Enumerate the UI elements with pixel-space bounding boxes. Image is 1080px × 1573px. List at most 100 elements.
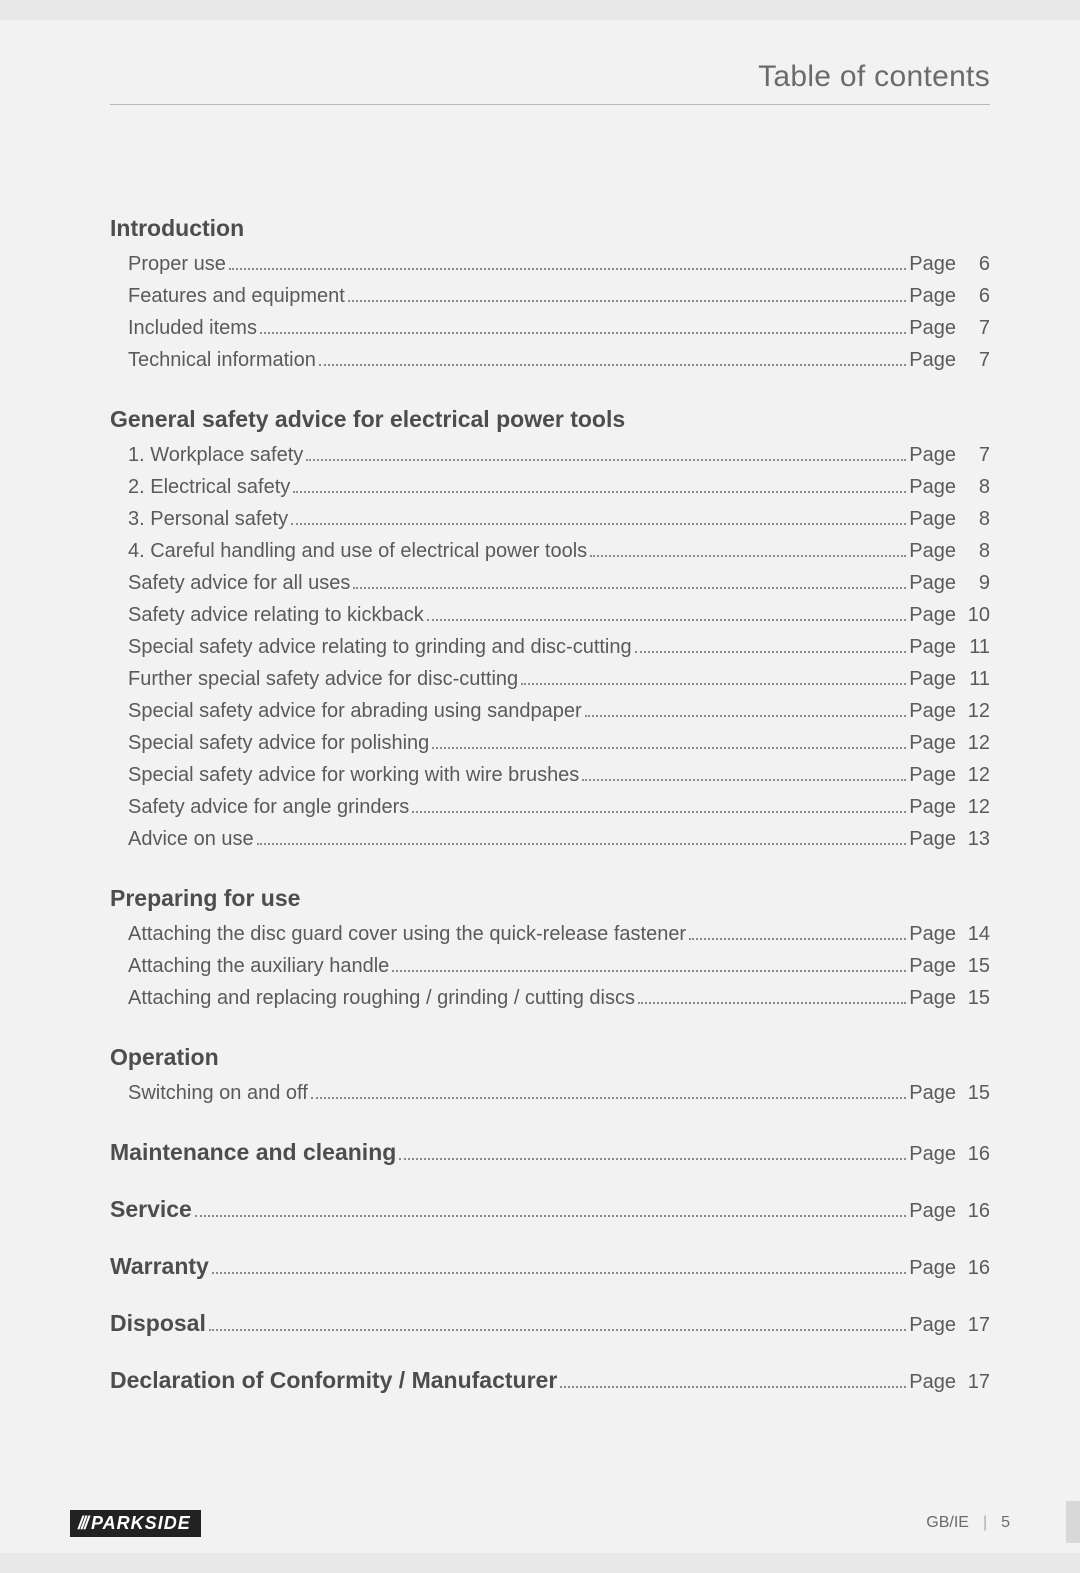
toc-page-number: 8 — [956, 471, 990, 503]
toc-section: DisposalPage17 — [110, 1310, 990, 1337]
toc-section: Preparing for useAttaching the disc guar… — [110, 885, 990, 1014]
toc-page-label: Page — [909, 503, 956, 535]
toc-entry: Attaching the disc guard cover using the… — [110, 918, 990, 950]
toc-page-number: 6 — [956, 280, 990, 312]
toc-entry: Advice on usePage13 — [110, 823, 990, 855]
toc-page-number: 9 — [956, 567, 990, 599]
toc-page-label: Page — [909, 439, 956, 471]
toc-leader-dots — [306, 443, 906, 461]
toc-leader-dots — [311, 1081, 907, 1099]
toc-entry: Attaching and replacing roughing / grind… — [110, 982, 990, 1014]
toc-entry: Further special safety advice for disc-c… — [110, 663, 990, 695]
toc-entry: Special safety advice for abrading using… — [110, 695, 990, 727]
toc-entry: Safety advice relating to kickbackPage10 — [110, 599, 990, 631]
toc-section: Maintenance and cleaningPage16 — [110, 1139, 990, 1166]
footer-page-number: 5 — [1001, 1514, 1010, 1532]
toc-page-label: Page — [909, 1077, 956, 1109]
toc-page-label: Page — [909, 567, 956, 599]
toc-page-label: Page — [909, 1257, 956, 1280]
toc-page-label: Page — [909, 312, 956, 344]
toc-page-label: Page — [909, 759, 956, 791]
toc-page-label: Page — [909, 471, 956, 503]
toc-entry: Special safety advice for working with w… — [110, 759, 990, 791]
toc-page-number: 16 — [956, 1257, 990, 1280]
toc-entry-label: Special safety advice for polishing — [128, 727, 429, 759]
toc-page-number: 12 — [956, 759, 990, 791]
toc-leader-dots — [195, 1199, 906, 1217]
toc-entry: Features and equipmentPage6 — [110, 280, 990, 312]
footer-region: GB/IE — [926, 1514, 969, 1532]
toc-heading-pageref: Page17 — [557, 1370, 990, 1394]
manual-page: Table of contents IntroductionProper use… — [0, 20, 1080, 1553]
toc-entry: Safety advice for angle grindersPage12 — [110, 791, 990, 823]
toc-page-label: Page — [909, 599, 956, 631]
toc-page-label: Page — [909, 1371, 956, 1394]
toc-page-number: 7 — [956, 439, 990, 471]
toc-page-number: 7 — [956, 312, 990, 344]
toc-heading-pageref: Page17 — [206, 1313, 990, 1337]
toc-page-number: 8 — [956, 535, 990, 567]
toc-entry-label: Technical information — [128, 344, 316, 376]
toc-entry: Included items Page7 — [110, 312, 990, 344]
toc-leader-dots — [319, 348, 906, 366]
toc-section-heading: Introduction — [110, 215, 990, 242]
toc-page-label: Page — [909, 950, 956, 982]
toc-leader-dots — [399, 1142, 906, 1160]
toc-page-number: 12 — [956, 695, 990, 727]
toc-section: Declaration of Conformity / Manufacturer… — [110, 1367, 990, 1394]
brand-logo: /// PARKSIDE — [70, 1510, 201, 1537]
toc-entry: 4. Careful handling and use of electrica… — [110, 535, 990, 567]
brand-slashes-icon: /// — [78, 1513, 87, 1534]
toc-page-label: Page — [909, 248, 956, 280]
toc-page-number: 13 — [956, 823, 990, 855]
toc-page-number: 7 — [956, 344, 990, 376]
toc-leader-dots — [638, 986, 906, 1004]
toc-leader-dots — [353, 571, 906, 589]
toc-page-number: 11 — [956, 663, 990, 695]
toc-entry-label: Advice on use — [128, 823, 254, 855]
page-footer: /// PARKSIDE GB/IE | 5 — [0, 1493, 1080, 1553]
page-title: Table of contents — [110, 60, 990, 94]
toc-leader-dots — [291, 507, 906, 525]
toc-leader-dots — [212, 1256, 906, 1274]
toc-page-label: Page — [909, 1143, 956, 1166]
toc-page-label: Page — [909, 982, 956, 1014]
toc-entry: Attaching the auxiliary handlePage15 — [110, 950, 990, 982]
toc-leader-dots — [257, 827, 907, 845]
toc-heading-pageref: Page16 — [192, 1199, 990, 1223]
toc-entry-label: Attaching and replacing roughing / grind… — [128, 982, 635, 1014]
toc-entry: Safety advice for all usesPage9 — [110, 567, 990, 599]
toc-page-number: 8 — [956, 503, 990, 535]
toc-leader-dots — [392, 954, 906, 972]
toc-page-label: Page — [909, 344, 956, 376]
toc-page-number: 16 — [956, 1200, 990, 1223]
toc-leader-dots — [293, 475, 906, 493]
toc-leader-dots — [412, 795, 906, 813]
toc-entry-label: Attaching the auxiliary handle — [128, 950, 389, 982]
page-edge-tab — [1066, 1501, 1080, 1543]
toc-page-number: 15 — [956, 1077, 990, 1109]
toc-page-label: Page — [909, 631, 956, 663]
toc-section: IntroductionProper usePage6Features and … — [110, 215, 990, 376]
toc-page-number: 14 — [956, 918, 990, 950]
toc-leader-dots — [427, 603, 907, 621]
toc-leader-dots — [521, 667, 906, 685]
toc-section: ServicePage16 — [110, 1196, 990, 1223]
toc-section-heading: Disposal — [110, 1310, 206, 1337]
toc-entry-label: Safety advice for angle grinders — [128, 791, 409, 823]
toc-page-label: Page — [909, 663, 956, 695]
toc-entry: Special safety advice for polishingPage1… — [110, 727, 990, 759]
toc-section: OperationSwitching on and offPage15 — [110, 1044, 990, 1109]
toc-heading-pageref: Page16 — [396, 1142, 990, 1166]
toc-entry-label: 4. Careful handling and use of electrica… — [128, 535, 587, 567]
toc-leader-dots — [432, 731, 906, 749]
toc-page-label: Page — [909, 1200, 956, 1223]
toc-heading-row: WarrantyPage16 — [110, 1253, 990, 1280]
toc-leader-dots — [209, 1313, 906, 1331]
toc-page-label: Page — [909, 535, 956, 567]
toc-page-number: 15 — [956, 982, 990, 1014]
toc-page-number: 17 — [956, 1371, 990, 1394]
toc-page-label: Page — [909, 695, 956, 727]
table-of-contents: IntroductionProper usePage6Features and … — [110, 215, 990, 1394]
toc-entry-label: Included items — [128, 312, 257, 344]
